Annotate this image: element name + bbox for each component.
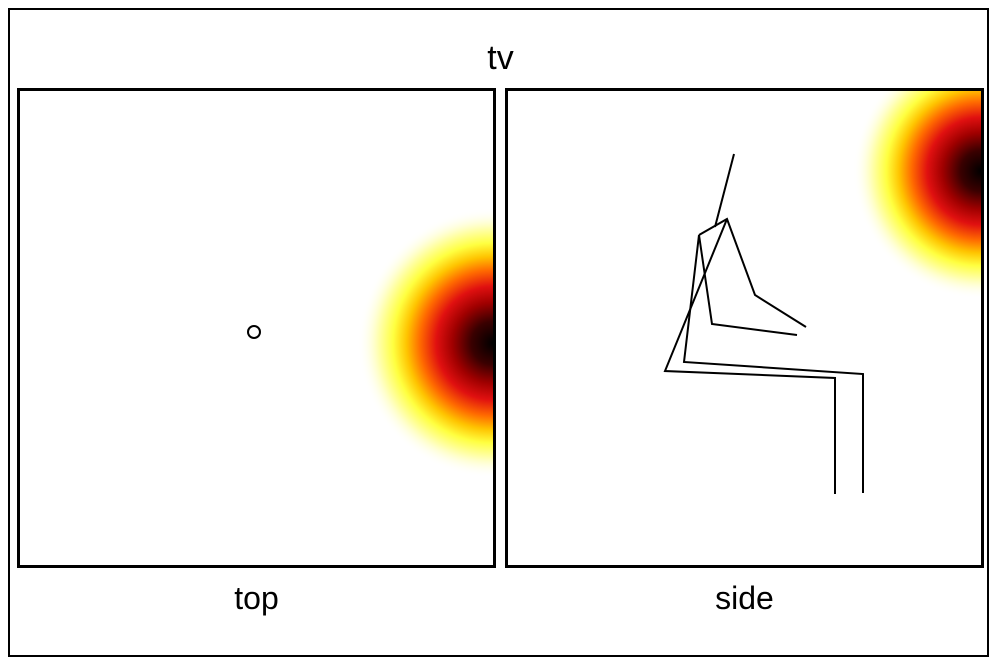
top-view-panel: [17, 88, 496, 568]
head-marker-top: [247, 325, 261, 339]
head-line: [714, 153, 735, 228]
arm-upper: [698, 217, 807, 328]
arm-lower: [698, 234, 798, 336]
side-view-plot: [508, 91, 981, 565]
side-view-panel: [505, 88, 984, 568]
heat-blob-top: [358, 208, 493, 478]
caption-side: side: [715, 580, 774, 616]
caption-top: top: [234, 580, 279, 616]
figure-title: tv: [487, 39, 514, 77]
stick-figure-side: [663, 153, 864, 494]
top-view-plot: [20, 91, 493, 565]
heat-blob-side: [853, 91, 981, 299]
leg-near: [682, 234, 864, 493]
leg-far: [663, 218, 836, 494]
